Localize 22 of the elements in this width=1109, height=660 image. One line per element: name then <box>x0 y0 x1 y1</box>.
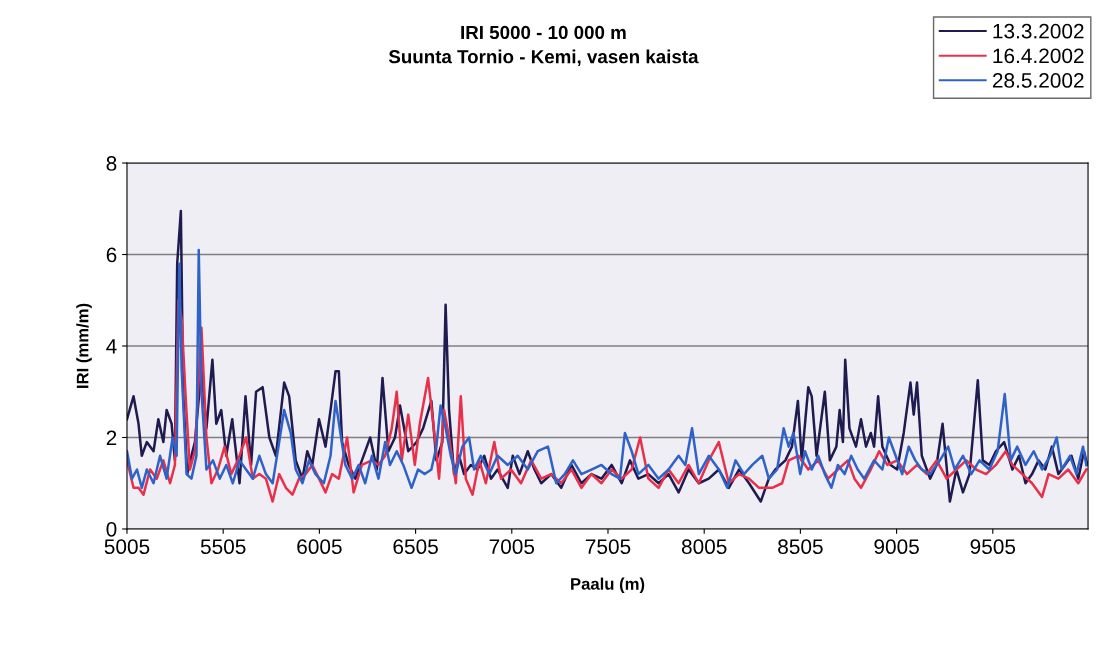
x-tick-label: 8505 <box>778 539 823 555</box>
x-tick-label: 6505 <box>393 539 438 555</box>
x-tick-label: 9005 <box>874 539 919 555</box>
y-tick-label: 6 <box>106 247 117 263</box>
y-tick-label: 4 <box>106 339 117 354</box>
chart-title: IRI 5000 - 10 000 m Suunta Tornio - Kemi, vasen kaista <box>388 25 699 67</box>
x-tick-label: 7505 <box>585 539 631 555</box>
legend-label: 13.3.2002 <box>993 23 1084 39</box>
line-series <box>126 248 1088 490</box>
x-tick-label: 5005 <box>104 539 150 555</box>
x-tick-label: 7005 <box>489 539 535 555</box>
y-tick-label: 0 <box>106 521 117 537</box>
x-tick-label: 6005 <box>297 539 342 555</box>
y-tick-label: 8 <box>106 156 117 171</box>
x-axis-title: Paalu (m) <box>571 577 645 594</box>
y-tick-label: 2 <box>106 430 117 446</box>
legend-label: 28.5.2002 <box>992 73 1084 88</box>
x-tick-label: 8005 <box>681 539 727 555</box>
x-tick-label: 5505 <box>200 539 246 555</box>
y-axis-title: IRI (mm/m) <box>76 303 92 388</box>
legend-label: 16.4.2002 <box>993 48 1084 64</box>
x-tick-label: 9505 <box>970 539 1016 555</box>
